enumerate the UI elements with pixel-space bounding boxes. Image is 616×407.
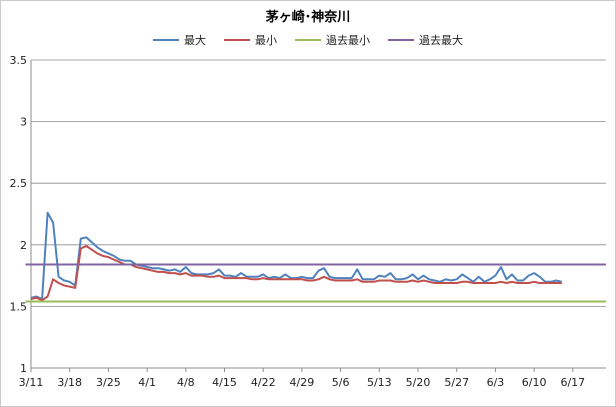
y-tick-label: 3.5	[10, 54, 28, 67]
x-tick-label: 4/22	[251, 376, 276, 389]
chart-title: 茅ヶ崎･神奈川	[265, 10, 351, 25]
series-line-2	[30, 245, 562, 302]
legend-label: 最大	[184, 34, 206, 47]
series-line-1	[30, 211, 563, 300]
legend-swatch	[295, 39, 321, 41]
legend-label: 最小	[255, 34, 277, 47]
x-tick-label: 6/3	[487, 376, 505, 389]
legend-item-4: 過去最大	[388, 32, 463, 48]
x-tick-label: 4/8	[177, 376, 195, 389]
y-tick-label: 1.5	[10, 300, 28, 313]
x-tick-label: 5/13	[367, 376, 392, 389]
x-tick-label: 6/10	[522, 376, 547, 389]
x-tick-label: 5/20	[406, 376, 431, 389]
x-tick-label: 5/6	[332, 376, 350, 389]
legend-item-2: 最小	[224, 32, 277, 48]
legend-label: 過去最大	[419, 34, 463, 47]
x-tick-label: 4/29	[290, 376, 315, 389]
x-tick-label: 3/25	[96, 376, 121, 389]
legend-item-1: 最大	[153, 32, 206, 48]
x-tick-label: 6/17	[560, 376, 585, 389]
legend-label: 過去最小	[326, 34, 370, 47]
y-tick-label: 1	[20, 362, 27, 375]
legend-swatch	[153, 39, 179, 41]
x-tick-label: 3/18	[57, 376, 82, 389]
y-tick-label: 2.5	[10, 177, 28, 190]
legend-swatch	[388, 39, 414, 41]
y-tick-label: 3	[20, 116, 27, 129]
legend-swatch	[224, 39, 250, 41]
x-tick-label: 4/15	[212, 376, 237, 389]
legend-item-3: 過去最小	[295, 32, 370, 48]
chart-legend: 最大 最小 過去最小 過去最大	[0, 32, 616, 48]
y-tick-label: 2	[20, 239, 27, 252]
x-tick-label: 5/27	[444, 376, 469, 389]
x-tick-label: 3/11	[19, 376, 44, 389]
x-tick-label: 4/1	[138, 376, 156, 389]
